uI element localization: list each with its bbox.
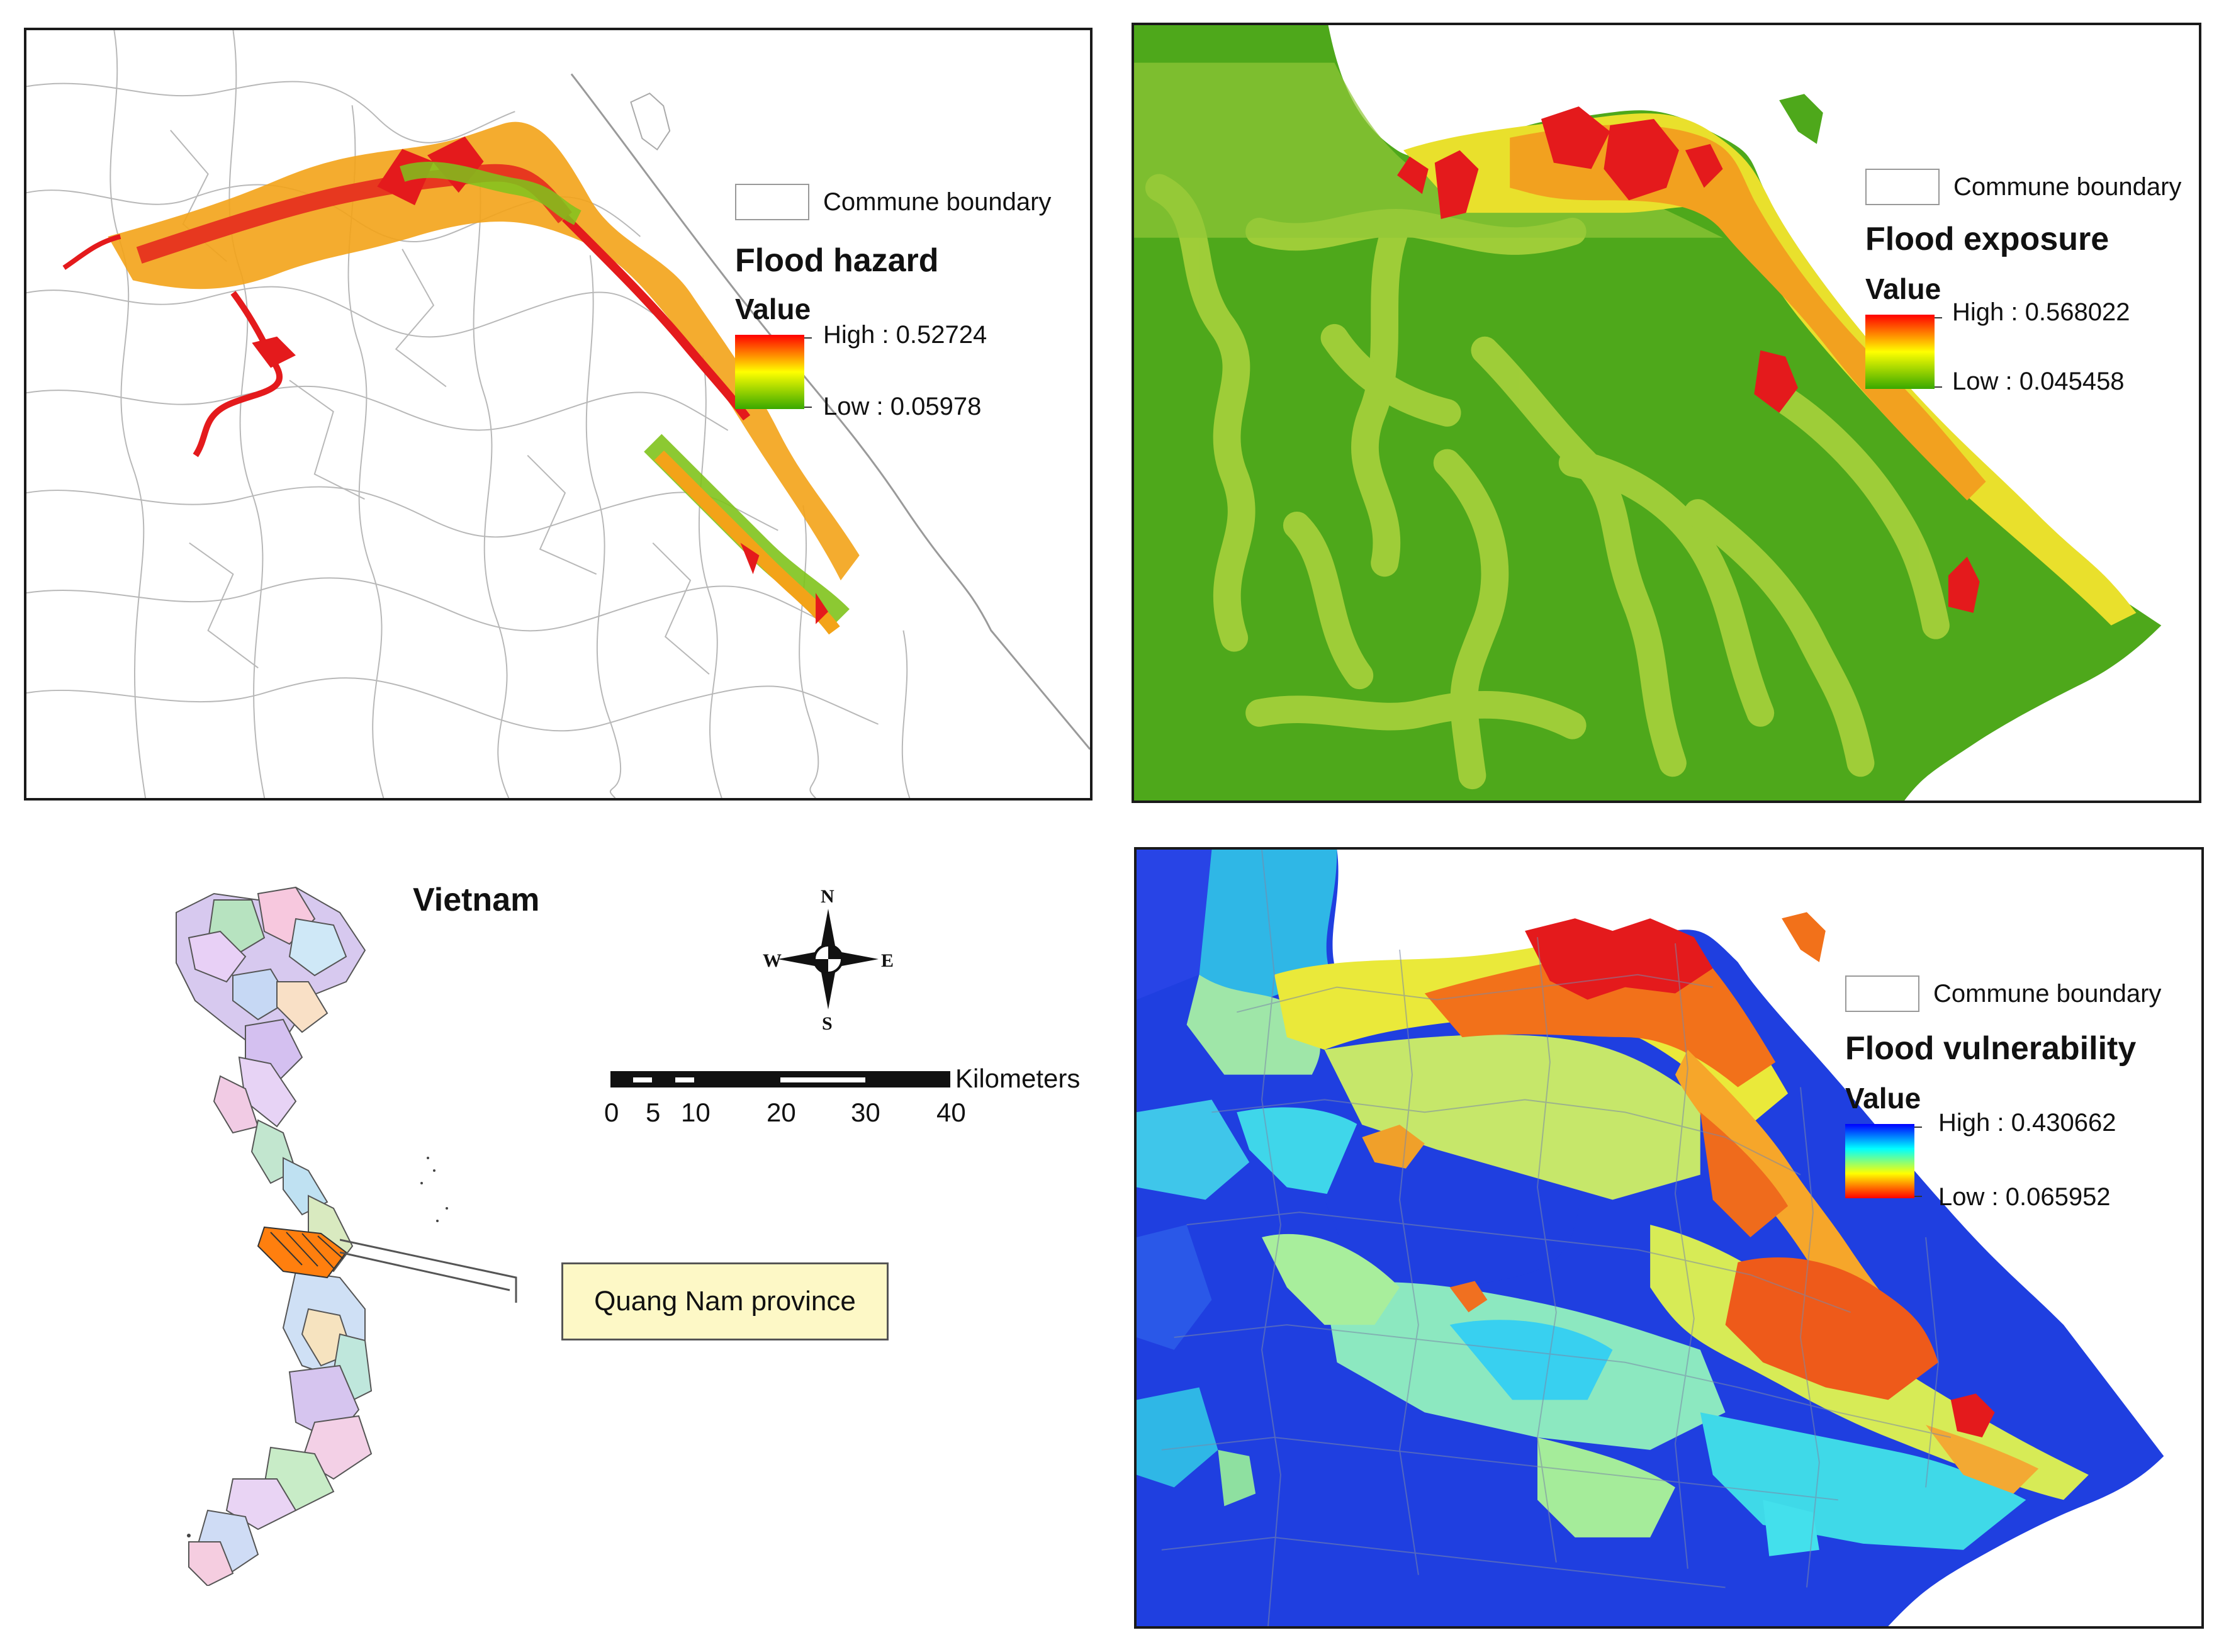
high-value-label: High : 0.52724	[823, 321, 987, 349]
scale-tick-5: 5	[646, 1098, 661, 1127]
flood-vulnerability-title: Flood vulnerability	[1845, 1030, 2137, 1067]
compass-rose-icon	[778, 909, 879, 1009]
high-value-label: High : 0.568022	[1952, 298, 2130, 326]
commune-boundary-label: Commune boundary	[823, 188, 1052, 216]
value-label: Value	[735, 293, 811, 325]
vietnam-label: Vietnam	[413, 882, 540, 918]
compass-e: E	[881, 950, 894, 971]
low-value-label: Low : 0.05978	[823, 393, 982, 420]
scale-tick-10: 10	[681, 1098, 711, 1127]
scale-bar: Kilometers 0 5 10 20 30 40	[604, 1064, 1114, 1139]
vulnerability-color-ramp	[1845, 1124, 1914, 1198]
high-value-label: High : 0.430662	[1938, 1109, 2116, 1137]
exposure-color-ramp	[1865, 315, 1935, 389]
value-label: Value	[1845, 1082, 1921, 1115]
low-value-label: Low : 0.045458	[1952, 368, 2125, 395]
flood-hazard-title: Flood hazard	[735, 242, 939, 279]
quang-nam-highlight	[257, 1226, 347, 1279]
compass-s: S	[822, 1013, 833, 1034]
compass-n: N	[821, 886, 834, 907]
commune-boundary-swatch	[1845, 975, 1919, 1012]
north-arrow: N S E W	[763, 886, 894, 1034]
scale-tick-40: 40	[936, 1098, 966, 1127]
scale-tick-20: 20	[767, 1098, 796, 1127]
hazard-color-ramp	[735, 335, 804, 409]
locator-panel: Vietnam Quang Nam province N S E W Kilom…	[151, 856, 1120, 1586]
low-value-label: Low : 0.065952	[1938, 1183, 2111, 1211]
scale-tick-0: 0	[604, 1098, 619, 1127]
quang-nam-callout: Quang Nam province	[561, 1262, 889, 1340]
commune-boundary-swatch	[1865, 169, 1940, 205]
flood-exposure-map-panel: Commune boundary Flood exposure Value Hi…	[1132, 23, 2201, 803]
vietnam-map	[176, 886, 448, 1586]
flood-exposure-map	[1134, 25, 2199, 801]
flood-vulnerability-map	[1137, 850, 2201, 1626]
commune-boundary-label: Commune boundary	[1933, 979, 2162, 1008]
scale-tick-30: 30	[851, 1098, 880, 1127]
commune-boundary-label: Commune boundary	[1953, 172, 2182, 201]
flood-hazard-map-panel: Commune boundary Flood hazard Value High…	[24, 28, 1093, 801]
flood-hazard-map	[26, 30, 1090, 798]
value-label: Value	[1865, 273, 1941, 305]
flood-vulnerability-map-panel: Commune boundary Flood vulnerability Val…	[1134, 847, 2204, 1629]
scale-bar-graphic	[610, 1071, 950, 1087]
scale-unit: Kilometers	[955, 1064, 1081, 1093]
callout-leader	[340, 1239, 517, 1303]
commune-boundary-swatch	[735, 184, 809, 220]
flood-exposure-title: Flood exposure	[1865, 221, 2109, 257]
compass-w: W	[763, 950, 782, 971]
